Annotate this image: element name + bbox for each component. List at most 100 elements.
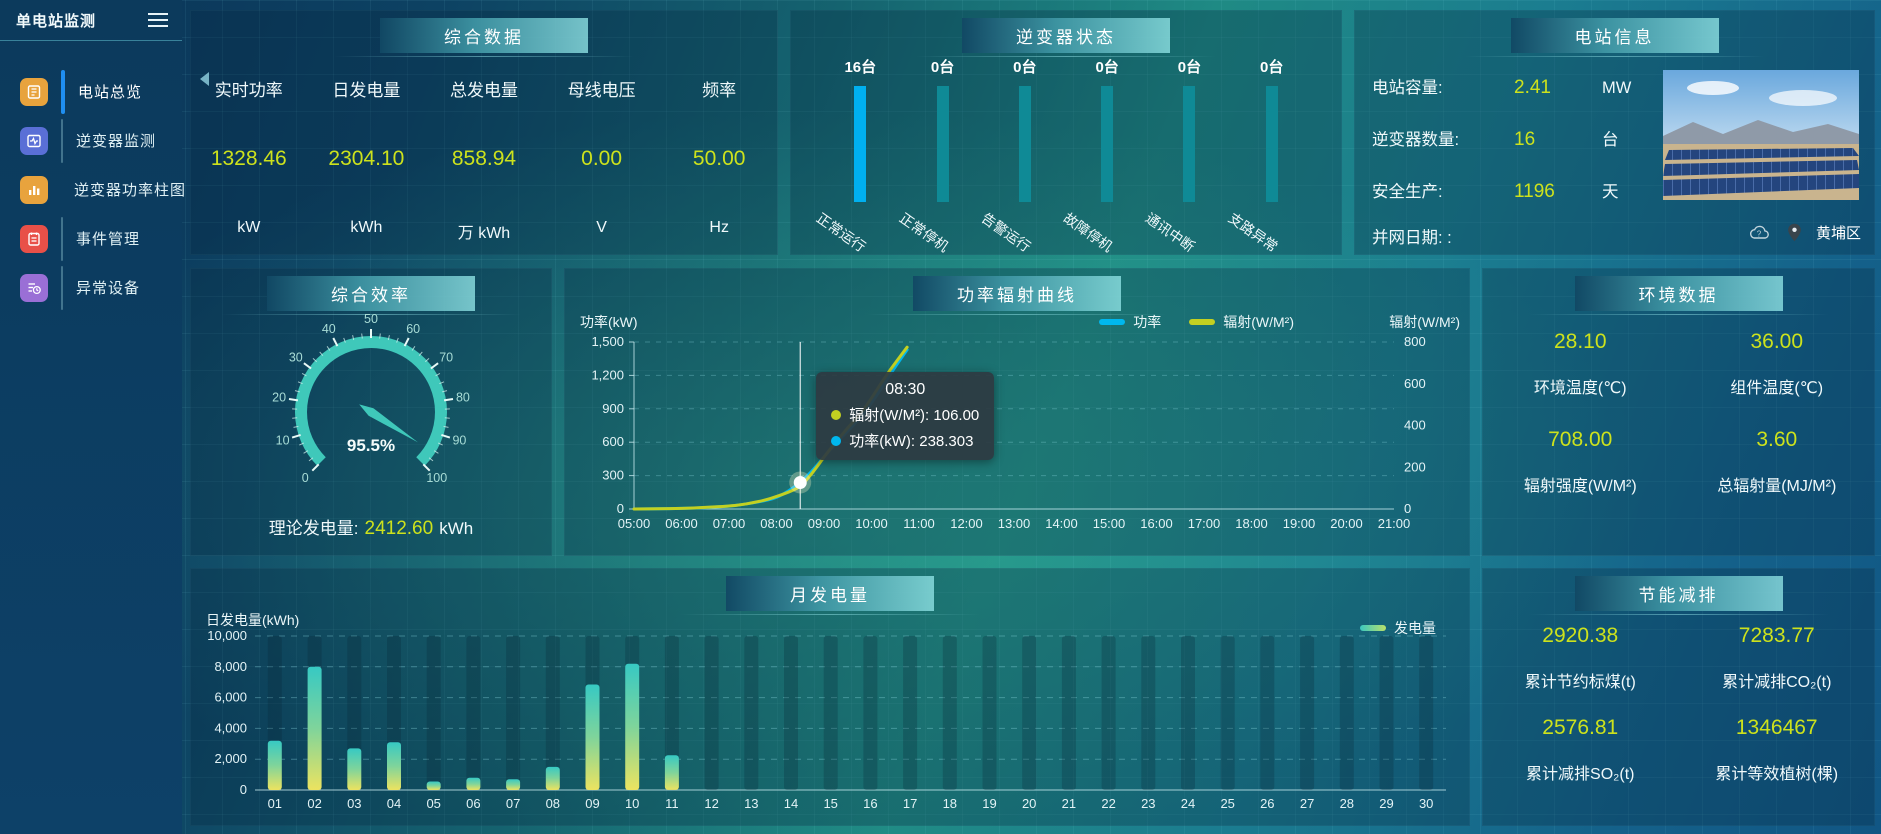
svg-text:10,000: 10,000	[207, 630, 247, 643]
panel-title-power-curve: 功率辐射曲线	[867, 276, 1167, 315]
metric-value: 7283.77	[1738, 624, 1815, 647]
metric-module-temp: 36.00 组件温度(℃)	[1679, 330, 1876, 428]
hamburger-menu-icon[interactable]	[144, 9, 172, 31]
power-chart-legend: 功率 辐射(W/M²)	[1099, 312, 1294, 332]
svg-text:14:00: 14:00	[1045, 516, 1078, 531]
energy-legend-swatch	[1360, 625, 1386, 631]
svg-text:17: 17	[903, 796, 917, 811]
inverter-status-normal-run: 16台 正常运行	[814, 56, 898, 255]
row-label: 电站容量:	[1372, 79, 1443, 97]
svg-text:60: 60	[406, 322, 420, 336]
sidebar-item-station-overview[interactable]: 电站总览	[0, 67, 182, 116]
monthly-energy-chart[interactable]: 0 2,000 4,000 6,000 8,000 10,000 01 02 03 04 05 06 0…	[200, 630, 1460, 816]
svg-text:2,000: 2,000	[214, 751, 247, 766]
svg-text:400: 400	[1404, 418, 1426, 433]
sidebar-item-event-management[interactable]: 事件管理	[0, 214, 182, 263]
status-label: 正常停机	[896, 209, 952, 255]
metric-ambient-temp: 28.10 环境温度(℃)	[1482, 330, 1679, 428]
sidebar-item-inverter-power-bars[interactable]: 逆变器功率柱图	[0, 165, 185, 214]
app-title: 单电站监测	[16, 12, 97, 30]
efficiency-gauge[interactable]: 0 10 20 30 40 50 60 70 80 90 100 95.5%	[251, 312, 491, 510]
inverter-status-alarm-run: 0台 告警运行	[979, 56, 1063, 255]
metric-label: 辐射强度(W/M²)	[1523, 478, 1637, 495]
panel-station-info: 电站信息 电站容量: 2.41 MW 逆变器数量: 16 台 安全生产: 119…	[1354, 10, 1875, 255]
nav-divider	[61, 118, 63, 163]
power-legend-swatch	[1099, 319, 1126, 325]
svg-text:11:00: 11:00	[903, 516, 935, 531]
svg-text:18:00: 18:00	[1235, 516, 1268, 531]
tooltip-text: 辐射(W/M²): 106.00	[849, 407, 980, 424]
svg-text:02: 02	[307, 796, 321, 811]
svg-text:15: 15	[823, 796, 837, 811]
sidebar-item-label: 异常设备	[76, 280, 141, 297]
svg-text:10:00: 10:00	[855, 516, 888, 531]
svg-text:900: 900	[602, 401, 624, 416]
svg-text:300: 300	[602, 468, 624, 483]
row-label: 安全生产:	[1372, 183, 1443, 201]
legend-item-radiation[interactable]: 辐射(W/M²)	[1189, 312, 1294, 332]
metric-daily-energy: 日发电量 2304.10 kWh	[308, 56, 426, 255]
svg-text:1,500: 1,500	[591, 334, 624, 349]
metric-value: 28.10	[1553, 330, 1607, 353]
status-label: 支路异常	[1225, 209, 1281, 255]
abnormal-device-icon	[20, 273, 48, 302]
sidebar-item-abnormal-device[interactable]: 异常设备	[0, 263, 182, 312]
inverter-status-branch-abnormal: 0台 支路异常	[1225, 56, 1310, 255]
metric-label: 总辐射量(MJ/M²)	[1717, 478, 1837, 495]
sidebar-item-label: 逆变器监测	[76, 133, 157, 150]
status-label: 正常运行	[813, 209, 870, 255]
row-unit: MW	[1602, 79, 1632, 97]
sidebar-item-label: 电站总览	[78, 84, 143, 101]
svg-text:90: 90	[452, 434, 466, 448]
svg-text:07:00: 07:00	[713, 516, 746, 531]
weather-icon[interactable]: ?	[1747, 224, 1773, 242]
svg-text:19: 19	[982, 796, 996, 811]
metric-radiation-intensity: 708.00 辐射强度(W/M²)	[1482, 428, 1679, 526]
svg-text:06: 06	[466, 796, 480, 811]
panel-title-summary: 综合数据	[334, 18, 634, 57]
theoretical-energy-value: 2412.60	[364, 518, 434, 539]
panel-title-monthly-energy: 月发电量	[680, 576, 980, 615]
svg-text:20: 20	[1022, 796, 1036, 811]
theoretical-energy-row: 理论发电量: 2412.60 kWh	[190, 514, 552, 540]
svg-text:17:00: 17:00	[1188, 516, 1221, 531]
metric-value: 2920.38	[1542, 624, 1619, 647]
location-pin-icon[interactable]	[1787, 223, 1802, 242]
svg-text:0: 0	[240, 782, 247, 797]
sidebar-item-label: 逆变器功率柱图	[74, 182, 187, 199]
svg-text:23: 23	[1141, 796, 1155, 811]
metric-total-energy: 总发电量 858.94 万 kWh	[425, 56, 543, 255]
sidebar-header: 单电站监测	[0, 0, 182, 41]
environment-metrics: 28.10 环境温度(℃) 36.00 组件温度(℃) 708.00 辐射强度(…	[1482, 268, 1875, 526]
panel-inverter-status: 逆变器状态 16台 正常运行 0台 正常停机 0台 告警运行 0台 故障停机	[790, 10, 1342, 255]
svg-text:13: 13	[744, 796, 758, 811]
metric-so2-reduced: 2576.81 累计减排SO₂(t)	[1482, 716, 1679, 808]
status-count: 0台	[1177, 59, 1202, 76]
panel-title-energy-saving: 节能减排	[1528, 576, 1829, 615]
svg-text:13:00: 13:00	[998, 516, 1031, 531]
station-location: ? 黄埔区	[1747, 222, 1861, 243]
status-count: 0台	[1013, 59, 1037, 76]
inverter-status-fault-stop: 0台 故障停机	[1061, 56, 1145, 255]
sidebar-item-inverter-monitor[interactable]: 逆变器监测	[0, 116, 182, 165]
svg-text:30: 30	[1419, 796, 1433, 811]
chart-tooltip: 08:30 辐射(W/M²): 106.00 功率(kW): 238.303	[816, 372, 995, 460]
sidebar-collapse-arrow-icon[interactable]	[200, 72, 209, 86]
svg-text:6,000: 6,000	[214, 690, 247, 705]
metric-unit: 万 kWh	[457, 225, 511, 242]
panel-monthly-energy: 月发电量 日发电量(kWh) 发电量 0 2,000 4,000 6,000 8,000…	[190, 568, 1470, 826]
svg-text:14: 14	[784, 796, 798, 811]
power-radiation-chart[interactable]: 0 300 600 900 1,200 1,500 0 200 400 600 800 05:00 06…	[574, 334, 1460, 539]
legend-item-energy[interactable]: 发电量	[1360, 618, 1436, 638]
svg-text:22: 22	[1101, 796, 1115, 811]
svg-text:21: 21	[1062, 796, 1076, 811]
monthly-axis-title: 日发电量(kWh)	[206, 612, 300, 628]
metric-label: 日发电量	[332, 81, 401, 100]
legend-item-power[interactable]: 功率	[1099, 312, 1161, 332]
svg-text:09:00: 09:00	[808, 516, 841, 531]
svg-text:07: 07	[506, 796, 520, 811]
row-unit: 台	[1602, 131, 1619, 149]
panel-efficiency: 综合效率 0 10 20 30 40 50 60 70 80 90 100 95.5% 理论发电量:…	[190, 268, 552, 556]
metric-value: 858.94	[451, 147, 517, 170]
metric-trees-equivalent: 1346467 累计等效植树(棵)	[1679, 716, 1876, 808]
